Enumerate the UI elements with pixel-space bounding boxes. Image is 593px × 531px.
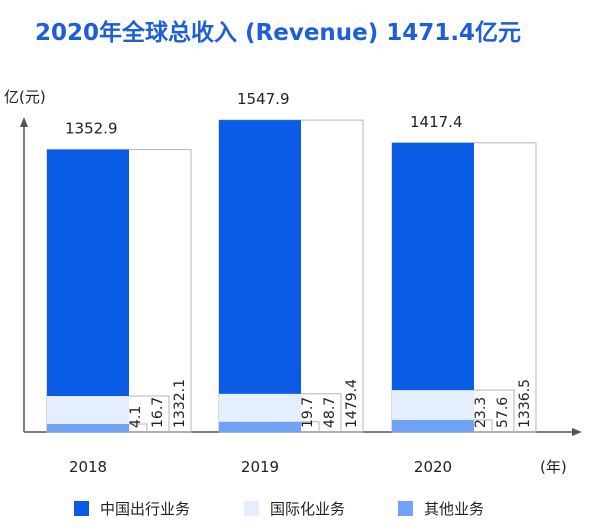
bar-china-mobility-2018 [47,149,129,396]
bar-china-mobility-2020 [392,142,474,391]
x-tick-label-2019: 2019 [241,458,279,476]
total-label-2020: 1417.4 [410,113,463,131]
value-label-main-2019: 1479.4 [344,379,360,428]
legend-label-0: 中国出行业务 [100,500,190,518]
value-label-main-2020: 1336.5 [517,379,533,428]
value-label-other-2020: 23.3 [473,397,489,428]
bar-international-2018 [47,396,129,424]
x-axis-unit: (年) [540,458,567,476]
value-label-intl-2020: 57.6 [495,397,511,428]
value-label-intl-2019: 48.7 [322,397,338,428]
legend-swatch-1 [244,501,259,516]
bar-other-2018 [47,424,129,432]
x-axis-arrow [572,428,582,436]
bar-other-2020 [392,419,474,432]
value-label-other-2018: 4.1 [128,406,144,428]
chart-title: 2020年全球总收入 (Revenue) 1471.4亿元 [35,19,521,46]
y-axis-arrow [20,117,28,127]
y-axis-unit: 亿(元) [4,88,46,106]
bar-other-2019 [219,421,301,432]
legend-swatch-2 [398,501,413,516]
legend-label-1: 国际化业务 [270,500,345,518]
value-label-other-2019: 19.7 [300,397,316,428]
legend-label-2: 其他业务 [424,500,484,518]
bar-china-mobility-2019 [219,120,301,394]
value-label-intl-2018: 16.7 [150,397,166,428]
x-tick-label-2020: 2020 [414,458,452,476]
value-label-main-2018: 1332.1 [172,379,188,428]
bar-international-2019 [219,393,301,422]
bar-international-2020 [392,390,474,420]
legend-swatch-0 [74,501,89,516]
total-label-2019: 1547.9 [237,90,290,108]
x-tick-label-2018: 2018 [69,458,107,476]
total-label-2018: 1352.9 [65,120,118,138]
